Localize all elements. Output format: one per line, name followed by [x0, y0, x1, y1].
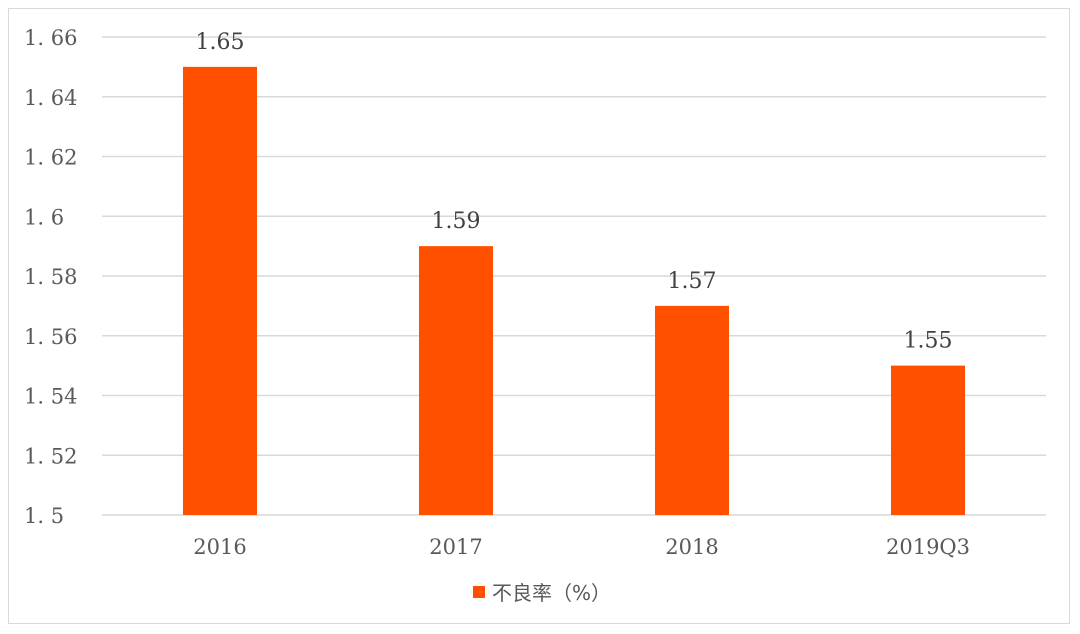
x-tick-label-2016: 2016 — [193, 535, 246, 559]
legend: 不良率（%） — [473, 581, 611, 605]
data-label-2018: 1.57 — [668, 269, 717, 294]
y-tick-label: 1. 54 — [24, 385, 77, 409]
x-axis-ticks: 2016 2017 2018 2019Q3 — [193, 535, 970, 559]
y-tick-label: 1. 52 — [24, 444, 77, 468]
bars — [183, 66, 965, 515]
y-tick-label: 1. 66 — [24, 26, 77, 50]
data-labels: 1.65 1.59 1.57 1.55 — [196, 30, 953, 354]
bar-2016 — [183, 66, 257, 515]
data-label-2017: 1.59 — [432, 209, 481, 234]
bar-2018 — [655, 305, 729, 515]
x-tick-label-2018: 2018 — [665, 535, 718, 559]
y-tick-label: 1. 6 — [24, 205, 64, 229]
y-tick-label: 1. 62 — [24, 146, 77, 170]
y-axis-ticks: 1. 5 1. 52 1. 54 1. 56 1. 58 1. 6 1. 62 1. 64 1.… — [24, 26, 77, 528]
legend-swatch — [473, 586, 485, 598]
y-tick-label: 1. 64 — [24, 86, 77, 110]
bar-2019Q3 — [891, 365, 965, 515]
y-tick-label: 1. 5 — [24, 504, 64, 528]
bar-2017 — [419, 246, 493, 515]
legend-label: 不良率（%） — [492, 581, 611, 605]
x-tick-label-2017: 2017 — [429, 535, 482, 559]
y-tick-label: 1. 58 — [24, 265, 77, 289]
x-tick-label-2019Q3: 2019Q3 — [886, 535, 970, 559]
data-label-2019Q3: 1.55 — [904, 329, 953, 354]
data-label-2016: 1.65 — [196, 30, 245, 55]
y-tick-label: 1. 56 — [24, 325, 77, 349]
gridlines — [102, 36, 1046, 516]
